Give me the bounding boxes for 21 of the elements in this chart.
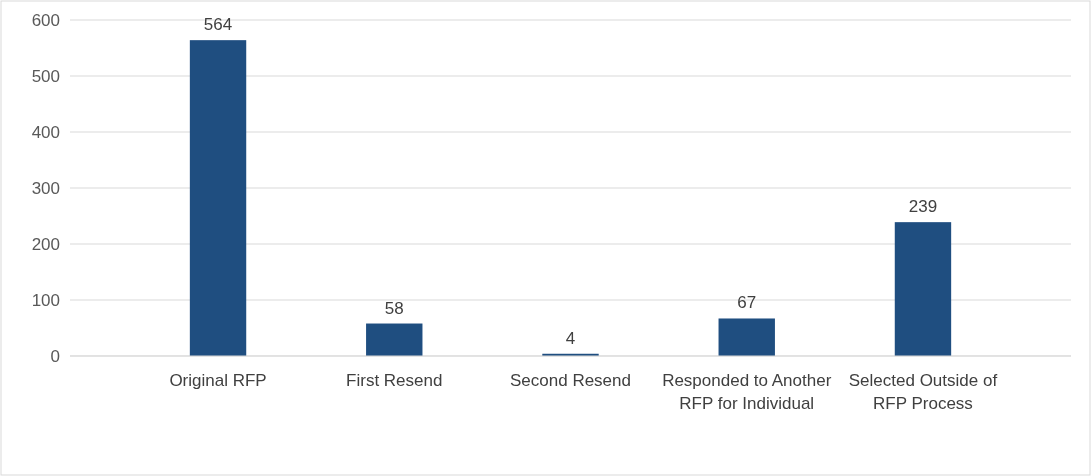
- x-tick-label: First Resend: [346, 371, 443, 390]
- x-tick-label: Selected Outside of RFP Process: [848, 371, 998, 413]
- data-label: 67: [737, 293, 757, 313]
- bar: [718, 318, 775, 356]
- y-tick-label: 600: [31, 10, 60, 30]
- data-label: 239: [908, 197, 938, 217]
- data-label: 58: [384, 298, 404, 318]
- bar: [894, 222, 952, 356]
- y-tick-label: 100: [31, 290, 60, 310]
- bar: [189, 40, 247, 356]
- x-tick-label: Responded to Another RFP for Individual: [662, 371, 832, 413]
- data-label: 4: [565, 328, 576, 348]
- y-tick-label: 400: [31, 122, 60, 142]
- y-tick-label: 0: [50, 346, 60, 366]
- bar: [366, 323, 423, 356]
- x-tick-label: Original RFP: [169, 371, 267, 390]
- x-tick-label: Second Resend: [510, 371, 631, 390]
- data-label: 564: [203, 15, 233, 35]
- y-tick-label: 500: [31, 66, 60, 86]
- y-tick-label: 200: [31, 234, 60, 254]
- y-tick-label: 300: [31, 178, 60, 198]
